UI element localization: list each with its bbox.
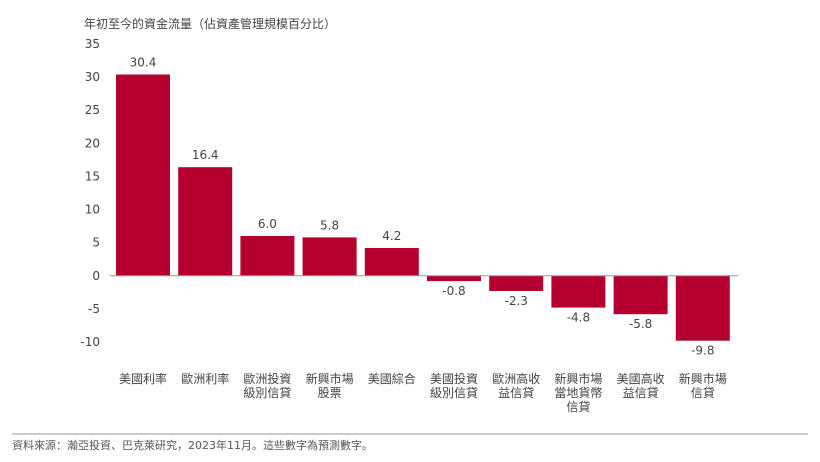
data-label: -0.8 bbox=[442, 284, 465, 298]
data-label: -4.8 bbox=[567, 311, 590, 325]
bar bbox=[240, 236, 295, 276]
bars: 30.4 16.4 6.0 5.8 4.2 -0.8 -2.3 -4.8 -5.8 -9.8 bbox=[116, 56, 730, 358]
y-tick-label: 15 bbox=[85, 169, 100, 183]
y-axis-title: 年初至今的資金流量（佔資產管理規模百分比） bbox=[84, 16, 336, 31]
y-tick-label: 35 bbox=[85, 37, 100, 51]
y-tick-label: 5 bbox=[92, 236, 100, 250]
bar bbox=[364, 248, 419, 276]
category-label: 歐洲投資級別信貸 bbox=[243, 371, 291, 400]
y-tick-label: 10 bbox=[85, 203, 100, 217]
bar bbox=[116, 74, 170, 276]
source-note: 資料來源：瀚亞投資、巴克萊研究，2023年11月。這些數字為預測數字。 bbox=[12, 439, 373, 452]
data-label: -2.3 bbox=[504, 294, 527, 308]
data-label: 16.4 bbox=[192, 148, 219, 162]
y-axis-ticks: 35 30 25 20 15 10 5 0 -5 -10 bbox=[80, 37, 100, 349]
data-label: 4.2 bbox=[382, 229, 401, 243]
bar bbox=[613, 275, 668, 315]
y-tick-label: 25 bbox=[85, 103, 100, 117]
data-label: 5.8 bbox=[320, 218, 339, 232]
data-label: -5.8 bbox=[629, 317, 652, 331]
category-label: 美國高收益信貸 bbox=[617, 371, 665, 400]
y-tick-label: -5 bbox=[88, 302, 100, 316]
y-tick-label: 30 bbox=[85, 70, 100, 84]
category-label: 美國綜合 bbox=[368, 371, 416, 386]
bar bbox=[302, 237, 357, 276]
category-label: 新興市場信貸 bbox=[679, 371, 727, 400]
bar bbox=[178, 167, 233, 276]
category-label: 新興市場股票 bbox=[306, 371, 354, 400]
bar bbox=[551, 275, 606, 308]
category-label: 美國利率 bbox=[119, 371, 167, 386]
category-label: 新興市場當地貨幣信貸 bbox=[554, 371, 602, 414]
category-label: 歐洲高收益信貸 bbox=[492, 371, 540, 400]
bar bbox=[675, 275, 730, 341]
data-label: 6.0 bbox=[258, 217, 277, 231]
y-tick-label: 0 bbox=[92, 269, 100, 283]
category-label: 美國投資級別信貸 bbox=[430, 371, 478, 400]
category-label: 歐洲利率 bbox=[181, 371, 229, 386]
bar bbox=[427, 275, 481, 282]
data-label: -9.8 bbox=[691, 344, 714, 358]
data-label: 30.4 bbox=[130, 56, 157, 70]
y-tick-label: -10 bbox=[80, 335, 100, 349]
y-tick-label: 20 bbox=[85, 136, 100, 150]
bar bbox=[489, 275, 544, 291]
